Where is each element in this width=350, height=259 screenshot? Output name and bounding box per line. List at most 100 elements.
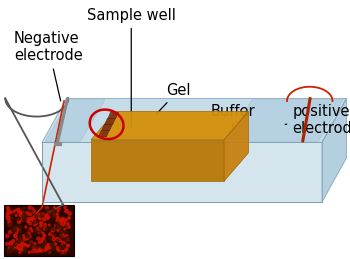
Point xyxy=(36,231,42,235)
Point xyxy=(53,223,59,227)
Point xyxy=(60,217,65,221)
Point xyxy=(34,245,39,249)
Point xyxy=(62,205,68,210)
Point xyxy=(66,216,72,220)
Point xyxy=(23,225,29,229)
Point xyxy=(14,242,20,247)
Point xyxy=(13,213,19,217)
Point xyxy=(62,250,67,254)
Point xyxy=(64,225,70,229)
Polygon shape xyxy=(322,98,346,202)
Point xyxy=(65,236,70,240)
Text: Buffer: Buffer xyxy=(210,104,255,127)
Point xyxy=(36,214,42,219)
Point xyxy=(8,241,14,245)
Point xyxy=(66,225,71,229)
Point xyxy=(36,213,42,217)
Point xyxy=(40,239,46,243)
Point xyxy=(17,250,22,255)
Point xyxy=(47,232,53,236)
Point xyxy=(5,205,11,210)
Polygon shape xyxy=(91,140,224,181)
Point xyxy=(29,210,35,214)
Point xyxy=(65,222,71,226)
Point xyxy=(15,246,21,250)
Point xyxy=(39,222,44,226)
Point xyxy=(42,242,47,246)
Point xyxy=(50,209,56,213)
Point xyxy=(41,234,47,238)
Point xyxy=(18,211,23,215)
Point xyxy=(22,248,27,253)
Point xyxy=(61,218,67,222)
Point xyxy=(64,247,69,251)
Point xyxy=(8,242,14,246)
Point xyxy=(42,233,47,238)
Point xyxy=(59,218,65,222)
Point xyxy=(17,247,22,251)
Point xyxy=(59,234,65,238)
Point xyxy=(44,243,50,247)
Point xyxy=(5,214,10,219)
Point xyxy=(32,246,37,250)
Point xyxy=(37,249,42,253)
Point xyxy=(40,215,46,220)
Point xyxy=(7,220,12,224)
Point xyxy=(52,242,58,246)
Point xyxy=(41,218,47,222)
Point xyxy=(21,234,27,238)
Point xyxy=(55,239,61,243)
Point xyxy=(14,231,19,235)
Point xyxy=(55,222,60,226)
Point xyxy=(33,230,38,234)
Text: Sample well: Sample well xyxy=(87,8,176,127)
Point xyxy=(7,222,13,226)
Point xyxy=(54,212,60,216)
Point xyxy=(26,243,32,248)
Point xyxy=(56,226,62,230)
Point xyxy=(7,230,13,234)
Point xyxy=(60,243,65,247)
Point xyxy=(55,246,61,250)
Point xyxy=(56,207,62,211)
Point xyxy=(38,224,44,228)
Point xyxy=(40,244,46,248)
Point xyxy=(7,246,12,250)
Point xyxy=(29,209,34,213)
Point xyxy=(22,217,28,221)
Point xyxy=(37,244,42,248)
Point xyxy=(37,214,42,218)
Point xyxy=(41,237,47,241)
Point xyxy=(19,246,24,250)
Point xyxy=(28,212,33,217)
Point xyxy=(51,205,57,210)
Point xyxy=(58,226,64,230)
Point xyxy=(62,227,68,231)
Point xyxy=(27,206,33,210)
Point xyxy=(26,231,32,235)
Polygon shape xyxy=(102,124,112,131)
Point xyxy=(50,228,56,233)
Point xyxy=(63,234,68,239)
Point xyxy=(6,211,12,215)
Point xyxy=(6,216,11,220)
Point xyxy=(48,244,54,248)
Point xyxy=(39,214,44,218)
Point xyxy=(65,243,70,248)
Point xyxy=(15,238,20,242)
Polygon shape xyxy=(228,100,343,141)
Point xyxy=(15,228,21,232)
Polygon shape xyxy=(98,130,109,137)
Point xyxy=(66,216,71,220)
Point xyxy=(25,236,30,241)
Point xyxy=(27,250,32,254)
Point xyxy=(21,218,27,222)
Point xyxy=(21,243,27,247)
Point xyxy=(48,226,54,230)
Point xyxy=(7,220,13,225)
Point xyxy=(36,231,42,235)
Polygon shape xyxy=(105,118,116,125)
Point xyxy=(52,213,57,217)
Point xyxy=(46,215,51,219)
Point xyxy=(19,248,25,252)
